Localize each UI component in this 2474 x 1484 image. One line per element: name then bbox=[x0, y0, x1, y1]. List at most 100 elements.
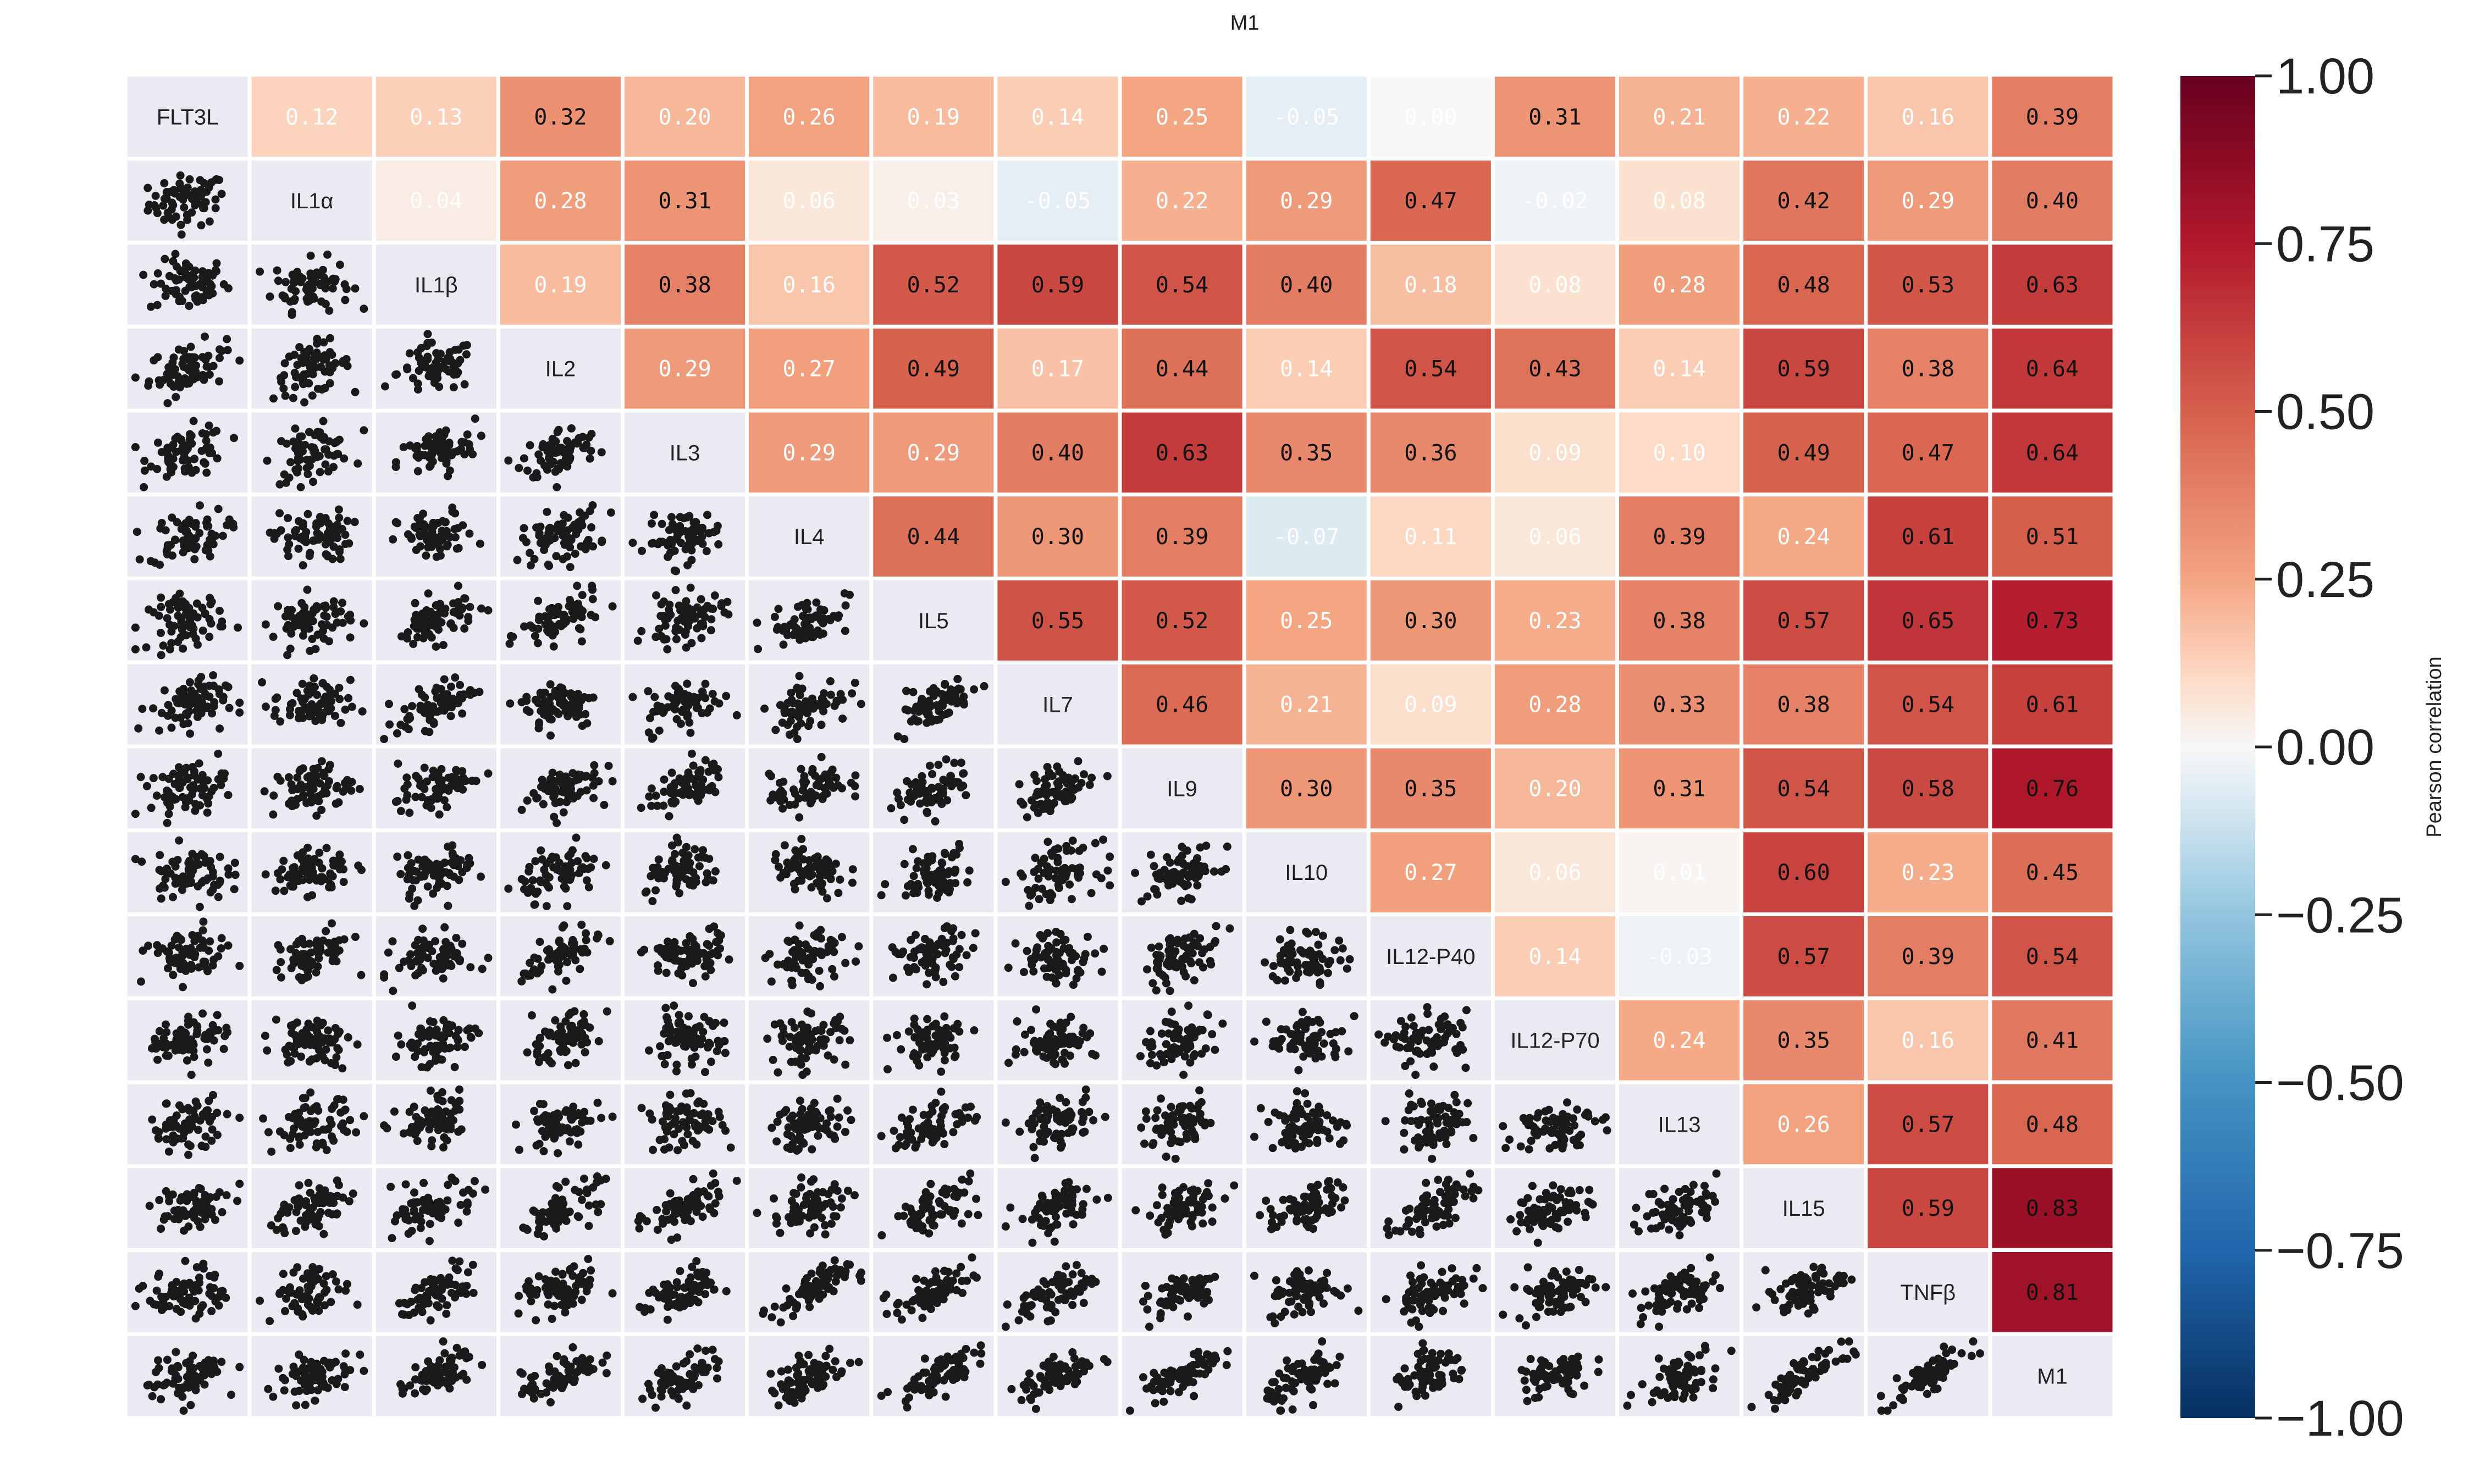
scatter-point bbox=[142, 643, 151, 652]
scatter-point bbox=[888, 943, 897, 952]
scatter-point bbox=[154, 376, 163, 385]
correlation-label: 0.10 bbox=[1653, 440, 1705, 466]
scatter-point bbox=[515, 463, 523, 472]
scatter-point bbox=[478, 965, 487, 973]
scatter-point bbox=[640, 945, 649, 954]
scatter-point bbox=[291, 465, 300, 474]
scatter-point bbox=[946, 960, 954, 969]
scatter-point bbox=[902, 686, 910, 695]
scatter-point bbox=[1049, 1052, 1058, 1061]
scatter-point bbox=[209, 428, 218, 437]
scatter-point bbox=[797, 869, 805, 878]
scatter-point bbox=[313, 690, 322, 699]
scatter-point bbox=[545, 536, 554, 545]
scatter-point bbox=[194, 677, 203, 685]
scatter-point bbox=[155, 726, 164, 735]
scatter-point bbox=[1171, 947, 1180, 956]
scatter-point bbox=[684, 1012, 693, 1021]
scatter-point bbox=[440, 430, 449, 439]
scatter-point bbox=[660, 788, 669, 796]
correlation-cell bbox=[1992, 245, 2113, 325]
scatter-point bbox=[404, 956, 413, 965]
scatter-point bbox=[841, 627, 849, 635]
scatter-point bbox=[807, 633, 816, 641]
correlation-label: 0.52 bbox=[1156, 608, 1208, 634]
scatter-point bbox=[798, 1071, 807, 1079]
scatter-point bbox=[840, 1026, 849, 1035]
scatter-point bbox=[412, 772, 421, 780]
correlation-cell bbox=[1743, 160, 1864, 241]
scatter-point bbox=[569, 794, 578, 803]
scatter-point bbox=[912, 702, 921, 711]
scatter-point bbox=[1051, 874, 1060, 883]
scatter-point bbox=[1051, 1060, 1060, 1068]
correlation-label: 0.40 bbox=[1280, 273, 1333, 298]
scatter-point bbox=[380, 735, 389, 744]
scatter-point bbox=[1143, 892, 1152, 901]
scatter-point bbox=[916, 799, 925, 808]
scatter-point bbox=[674, 1018, 683, 1027]
scatter-point bbox=[296, 483, 305, 491]
scatter-point bbox=[421, 693, 429, 702]
correlation-cell bbox=[1868, 160, 1989, 241]
scatter-point bbox=[663, 645, 672, 654]
scatter-point bbox=[527, 1011, 536, 1020]
scatter-point bbox=[157, 894, 165, 903]
scatter-point bbox=[779, 777, 788, 786]
scatter-point bbox=[803, 605, 812, 614]
scatter-point bbox=[836, 1012, 844, 1021]
scatter-point bbox=[316, 281, 325, 290]
scatter-point bbox=[931, 1031, 940, 1040]
scatter-point bbox=[528, 876, 537, 885]
scatter-point bbox=[822, 855, 831, 864]
scatter-point bbox=[1195, 1026, 1204, 1034]
scatter-point bbox=[272, 966, 281, 974]
correlation-label: 0.20 bbox=[658, 104, 711, 130]
scatter-point bbox=[290, 279, 299, 287]
scatter-point bbox=[559, 555, 567, 563]
scatter-point bbox=[205, 421, 213, 430]
scatter-point bbox=[261, 1031, 269, 1040]
scatter-point bbox=[201, 459, 209, 468]
scatter-point bbox=[691, 845, 699, 854]
scatter-point bbox=[654, 966, 662, 975]
scatter-point bbox=[194, 882, 202, 891]
scatter-point bbox=[271, 694, 280, 703]
scatter-point bbox=[851, 678, 859, 687]
scatter-point bbox=[223, 1028, 232, 1037]
scatter-point bbox=[571, 956, 580, 965]
correlation-label: 0.20 bbox=[1528, 776, 1581, 801]
scatter-point bbox=[818, 879, 826, 888]
scatter-points bbox=[132, 501, 238, 569]
scatter-point bbox=[774, 862, 783, 871]
scatter-point bbox=[304, 1020, 313, 1028]
scatter-point bbox=[1036, 800, 1045, 809]
scatter-point bbox=[209, 533, 218, 542]
correlation-label: 0.28 bbox=[1528, 693, 1581, 718]
scatter-point bbox=[424, 589, 433, 598]
scatter-point bbox=[900, 860, 909, 868]
scatter-point bbox=[321, 460, 330, 469]
scatter-point bbox=[561, 862, 570, 871]
scatter-point bbox=[425, 370, 434, 379]
scatter-point bbox=[1004, 1059, 1013, 1067]
scatter-point bbox=[230, 859, 239, 867]
scatter-point bbox=[927, 798, 936, 807]
scatter-point bbox=[172, 276, 181, 285]
scatter-point bbox=[582, 929, 590, 938]
correlation-cell bbox=[251, 76, 372, 157]
scatter-point bbox=[851, 771, 860, 780]
scatter-point bbox=[589, 781, 598, 790]
scatter-point bbox=[203, 515, 212, 524]
scatter-point bbox=[307, 700, 316, 708]
scatter-point bbox=[223, 335, 231, 344]
scatter-point bbox=[286, 945, 295, 954]
scatter-point bbox=[790, 1023, 799, 1032]
scatter-point bbox=[160, 686, 169, 695]
scatter-point bbox=[925, 761, 934, 770]
scatter-point bbox=[578, 1029, 587, 1038]
correlation-label: 0.06 bbox=[1528, 860, 1581, 885]
scatter-point bbox=[308, 891, 317, 900]
correlation-label: 0.14 bbox=[1528, 944, 1581, 970]
scatter-point bbox=[330, 439, 339, 447]
